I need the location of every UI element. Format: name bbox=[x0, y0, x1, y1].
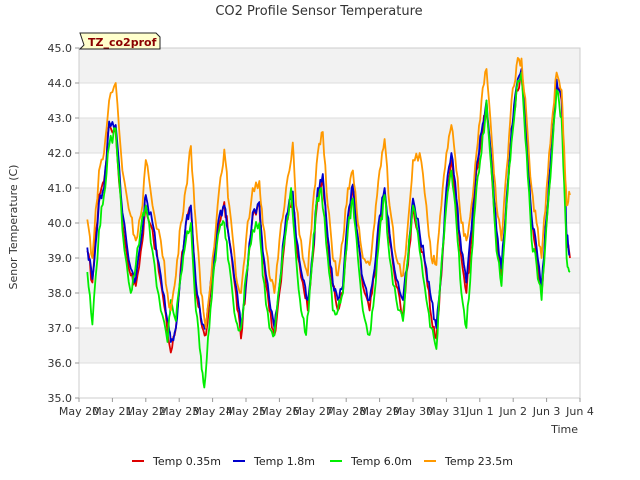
series-group bbox=[86, 57, 571, 389]
legend: Temp 0.35m Temp 1.8m Temp 6.0m Temp 23.5m bbox=[132, 455, 513, 468]
x-tick-label: May 27 bbox=[293, 405, 333, 418]
x-tick-label: May 25 bbox=[226, 405, 266, 418]
plot-band bbox=[79, 118, 580, 153]
y-tick-label: 38.0 bbox=[48, 287, 73, 300]
legend-label: Temp 23.5m bbox=[444, 455, 513, 468]
chart-title: CO2 Profile Sensor Temperature bbox=[215, 4, 422, 19]
y-tick-label: 43.0 bbox=[48, 112, 73, 125]
x-tick-label: May 31 bbox=[426, 405, 466, 418]
x-tick-label: May 21 bbox=[92, 405, 132, 418]
x-tick-label: May 30 bbox=[393, 405, 433, 418]
y-tick-label: 44.0 bbox=[48, 77, 73, 90]
plot-band bbox=[79, 293, 580, 328]
x-tick-label: May 23 bbox=[159, 405, 199, 418]
x-tick-label: May 26 bbox=[259, 405, 299, 418]
x-tick-label: Jun 3 bbox=[532, 405, 561, 418]
series-line-3 bbox=[86, 71, 571, 389]
legend-label: Temp 6.0m bbox=[350, 455, 412, 468]
y-tick-label: 35.0 bbox=[48, 392, 73, 405]
y-tick-label: 39.0 bbox=[48, 252, 73, 265]
y-tick-label: 36.0 bbox=[48, 357, 73, 370]
site-label-frame bbox=[78, 32, 161, 50]
x-tick-label: May 28 bbox=[326, 405, 366, 418]
series-line-2 bbox=[86, 68, 571, 343]
x-tick-label: Jun 2 bbox=[498, 405, 527, 418]
y-tick-label: 41.0 bbox=[48, 182, 73, 195]
x-tick-label: Jun 4 bbox=[565, 405, 594, 418]
y-tick-label: 40.0 bbox=[48, 217, 73, 230]
y-axis-title: Senor Temperature (C) bbox=[7, 165, 20, 290]
x-tick-label: May 20 bbox=[59, 405, 99, 418]
y-axis-ticks: 35.0 36.0 37.0 38.0 39.0 40.0 41.0 42.0 43.0 44.0… bbox=[48, 42, 79, 405]
y-tick-label: 37.0 bbox=[48, 322, 73, 335]
site-label-box: TZ_co2prof bbox=[78, 32, 161, 50]
x-tick-label: Jun 1 bbox=[465, 405, 494, 418]
plot-band bbox=[79, 48, 580, 83]
legend-label: Temp 0.35m bbox=[152, 455, 221, 468]
x-axis-title: Time bbox=[550, 423, 578, 436]
plot-band bbox=[79, 153, 580, 188]
y-tick-label: 42.0 bbox=[48, 147, 73, 160]
y-tick-label: 45.0 bbox=[48, 42, 73, 55]
plot-band bbox=[79, 83, 580, 118]
x-tick-label: May 29 bbox=[359, 405, 399, 418]
x-tick-label: May 22 bbox=[126, 405, 166, 418]
legend-label: Temp 1.8m bbox=[253, 455, 315, 468]
plot-band bbox=[79, 328, 580, 363]
x-tick-label: May 24 bbox=[192, 405, 232, 418]
plot-band bbox=[79, 363, 580, 398]
site-label: TZ_co2prof bbox=[88, 36, 157, 49]
series-line-4 bbox=[86, 57, 571, 329]
